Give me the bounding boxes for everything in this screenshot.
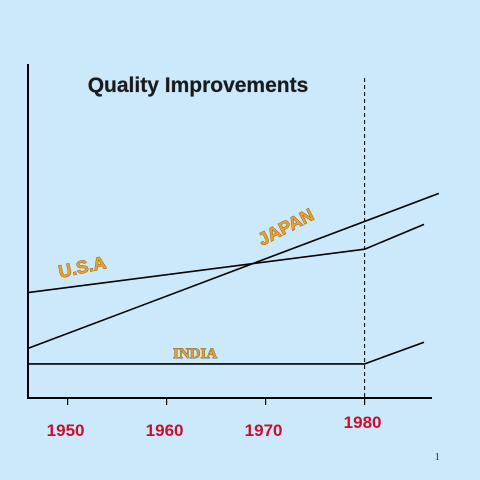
x-tick-label-1960: 1960 xyxy=(146,421,184,440)
usa-extension-line xyxy=(364,223,425,250)
x-tick-labels: 1950 1960 1970 1980 xyxy=(47,413,382,440)
page-number: 1 xyxy=(434,451,441,463)
series-lines xyxy=(27,192,440,365)
x-tick-label-1980: 1980 xyxy=(344,413,382,432)
x-tick-label-1950: 1950 xyxy=(47,421,85,440)
india-line xyxy=(28,341,425,365)
japan-line xyxy=(27,192,440,350)
series-label-usa: U.S.A xyxy=(57,252,108,282)
usa-line xyxy=(27,248,365,294)
chart-title: Quality Improvements xyxy=(88,74,309,97)
series-label-india: INDIA xyxy=(173,346,217,362)
axes xyxy=(27,64,432,405)
x-tick-label-1970: 1970 xyxy=(245,421,283,440)
